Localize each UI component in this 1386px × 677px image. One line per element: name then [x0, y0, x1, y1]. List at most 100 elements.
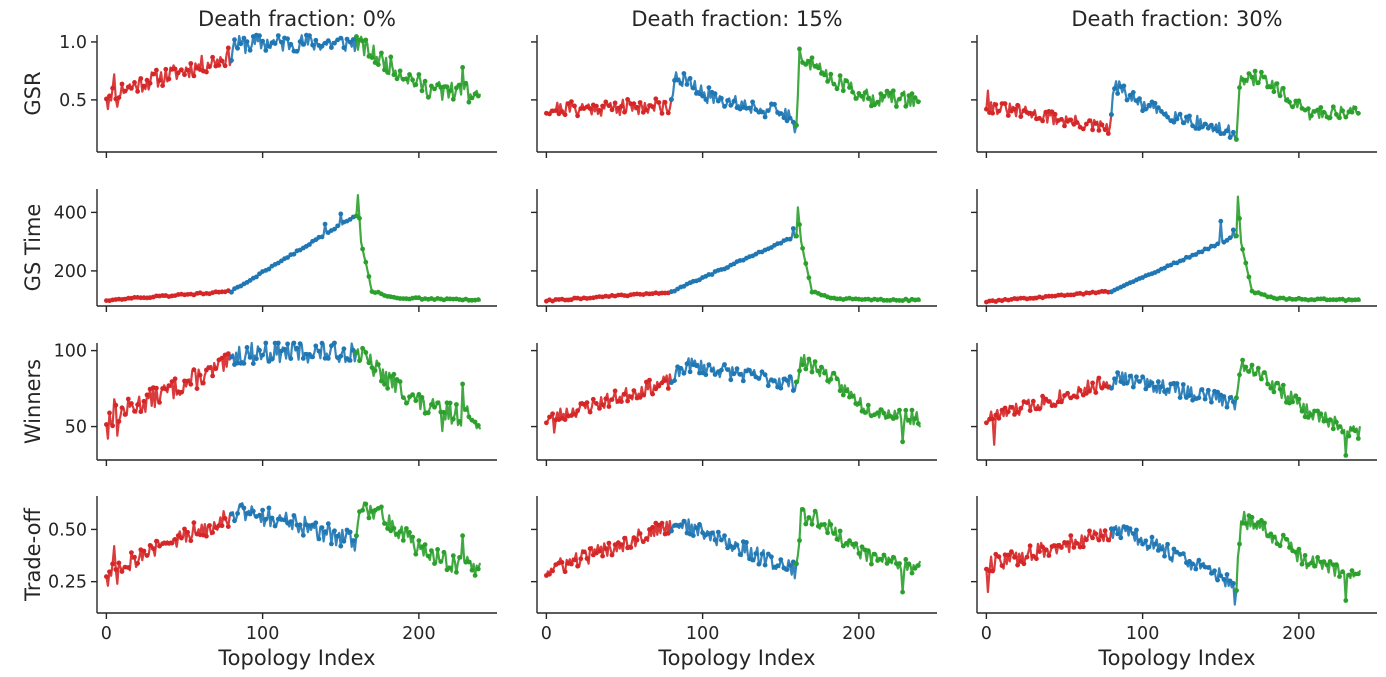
- data-point: [257, 33, 262, 39]
- data-point: [1240, 357, 1245, 363]
- data-point: [794, 561, 799, 567]
- data-point: [132, 408, 137, 414]
- data-point: [432, 561, 437, 566]
- data-point: [847, 85, 852, 90]
- data-point: [1068, 533, 1074, 538]
- x-tick-label: 100: [246, 624, 279, 644]
- data-point: [1262, 74, 1267, 80]
- data-point: [154, 67, 159, 73]
- data-point: [659, 520, 665, 526]
- data-point: [125, 396, 131, 402]
- data-point: [1296, 546, 1302, 552]
- data-point: [129, 86, 134, 91]
- data-point: [404, 400, 409, 406]
- data-point: [300, 532, 306, 538]
- data-point: [803, 62, 809, 67]
- data-point: [1093, 390, 1099, 395]
- data-point: [1237, 216, 1242, 221]
- series-line-2: [1235, 69, 1361, 141]
- data-point: [288, 41, 294, 47]
- data-point: [719, 95, 724, 101]
- data-point: [322, 221, 328, 227]
- data-point: [294, 345, 300, 351]
- data-point: [1199, 124, 1205, 130]
- data-point: [800, 245, 805, 251]
- data-point: [1230, 399, 1236, 405]
- data-point: [575, 113, 580, 119]
- data-point: [1127, 92, 1133, 98]
- data-point: [772, 378, 777, 384]
- data-point: [354, 533, 359, 539]
- data-point: [856, 401, 862, 406]
- data-point: [288, 519, 294, 524]
- data-point: [385, 70, 390, 75]
- data-point: [1327, 559, 1333, 564]
- data-point: [684, 82, 690, 87]
- data-point: [447, 565, 453, 571]
- data-point: [1337, 424, 1342, 429]
- y-tick-label: 0.25: [48, 573, 87, 593]
- data-point: [1271, 89, 1277, 95]
- data-point: [254, 274, 259, 280]
- data-point: [275, 33, 281, 38]
- data-point: [338, 353, 344, 359]
- data-point: [325, 356, 331, 361]
- panel-r1-c2: [971, 189, 1377, 312]
- data-point: [463, 407, 469, 412]
- data-point: [172, 537, 178, 542]
- data-point: [644, 107, 649, 113]
- data-point: [1202, 396, 1208, 402]
- data-point: [385, 385, 390, 391]
- data-point: [809, 369, 815, 375]
- data-point: [335, 223, 340, 229]
- data-point: [1277, 93, 1283, 99]
- data-point: [150, 71, 156, 77]
- data-point: [1255, 80, 1261, 86]
- data-point: [1340, 108, 1345, 114]
- data-point: [731, 98, 737, 104]
- data-point: [1321, 109, 1327, 115]
- data-point: [759, 109, 765, 115]
- data-point: [407, 530, 412, 535]
- data-point: [419, 395, 425, 400]
- data-point: [669, 97, 674, 102]
- data-point: [310, 354, 315, 360]
- data-point: [375, 362, 381, 367]
- data-point: [709, 530, 715, 536]
- data-point: [1343, 598, 1349, 603]
- data-point: [347, 529, 353, 535]
- data-point: [1230, 227, 1236, 233]
- data-point: [169, 540, 175, 546]
- data-point: [562, 112, 568, 118]
- x-tick-label: 200: [1282, 624, 1315, 644]
- data-point: [229, 289, 234, 295]
- data-point: [1143, 538, 1149, 544]
- data-point: [681, 370, 687, 376]
- data-point: [1337, 115, 1342, 121]
- data-point: [1318, 105, 1324, 110]
- data-point: [1259, 69, 1264, 75]
- data-point: [407, 72, 412, 77]
- data-point: [1290, 399, 1295, 405]
- data-point: [797, 222, 802, 228]
- data-point: [363, 37, 369, 43]
- data-point: [784, 567, 790, 572]
- data-point: [260, 507, 265, 513]
- data-point: [1099, 122, 1105, 128]
- data-point: [747, 105, 752, 111]
- data-point: [1318, 411, 1324, 417]
- panel-r2-c1: [531, 343, 937, 466]
- data-point: [422, 78, 428, 84]
- data-point: [307, 33, 312, 38]
- data-point: [272, 523, 278, 529]
- data-point: [1102, 528, 1108, 534]
- data-point: [288, 356, 294, 361]
- data-point: [900, 91, 905, 97]
- series-line-2: [795, 47, 921, 127]
- data-point: [182, 526, 187, 532]
- data-point: [1015, 409, 1020, 415]
- data-point: [447, 88, 453, 94]
- y-tick-label: 400: [54, 203, 87, 223]
- data-point: [684, 361, 690, 367]
- data-point: [1196, 557, 1202, 563]
